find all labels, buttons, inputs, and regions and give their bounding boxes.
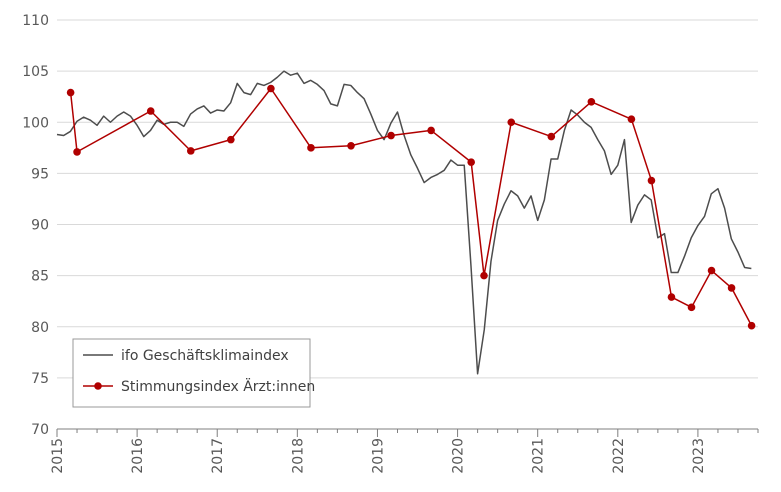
- data-point: [667, 293, 676, 301]
- data-point: [347, 141, 355, 150]
- data-point: [267, 84, 275, 93]
- data-point: [547, 132, 556, 141]
- y-tick-label: 80: [31, 320, 49, 336]
- data-point: [727, 284, 736, 292]
- x-tick-label: 2017: [210, 438, 226, 474]
- gridlines: [57, 19, 758, 379]
- legend-marker-aerzte: [94, 382, 102, 390]
- data-point: [66, 88, 75, 97]
- y-tick-label: 90: [31, 218, 49, 234]
- data-point: [73, 148, 81, 156]
- legend: ifo Geschäftsklimaindex Stimmungsindex Ä…: [72, 338, 315, 408]
- y-tick-label: 105: [22, 64, 49, 80]
- x-tick-label: 2021: [531, 438, 547, 474]
- data-point: [227, 135, 235, 144]
- legend-box: [72, 338, 311, 408]
- y-axis-tick-labels: 70 75 80 85 90 95 100 105 110: [22, 13, 49, 438]
- x-tick-label: 2022: [611, 438, 627, 474]
- x-tick-label: 2023: [691, 438, 707, 474]
- data-point: [687, 303, 696, 312]
- x-tick-label: 2019: [370, 438, 386, 474]
- x-tick-label: 2018: [290, 438, 306, 474]
- data-point: [387, 131, 395, 140]
- data-point: [587, 98, 596, 106]
- data-point: [647, 176, 656, 185]
- data-point: [747, 321, 756, 330]
- x-tick-label: 2016: [130, 438, 146, 474]
- data-point: [467, 158, 475, 166]
- x-axis: 2015 2016 2017 2018 2019 2020 2021 2022 2023: [50, 428, 759, 474]
- legend-label-aerzte: Stimmungsindex Ärzt:innen: [121, 377, 315, 395]
- data-point: [146, 107, 155, 115]
- data-point: [707, 266, 716, 275]
- data-point: [627, 115, 636, 123]
- y-tick-label: 75: [31, 371, 49, 387]
- y-tick-label: 95: [31, 166, 49, 182]
- y-tick-label: 85: [31, 269, 49, 285]
- y-tick-label: 70: [31, 422, 49, 438]
- y-tick-label: 100: [22, 115, 49, 131]
- y-tick-label: 110: [22, 13, 49, 29]
- legend-label-ifo: ifo Geschäftsklimaindex: [121, 348, 289, 364]
- series-line-0: [56, 70, 752, 375]
- data-point: [307, 144, 315, 152]
- series-layer: [56, 70, 756, 375]
- data-point: [427, 126, 435, 135]
- x-tick-label: 2015: [50, 438, 66, 474]
- x-tick-label: 2020: [451, 438, 467, 474]
- data-point: [186, 147, 195, 155]
- data-point: [507, 118, 516, 127]
- data-point: [480, 271, 488, 280]
- series-line-1: [69, 87, 753, 327]
